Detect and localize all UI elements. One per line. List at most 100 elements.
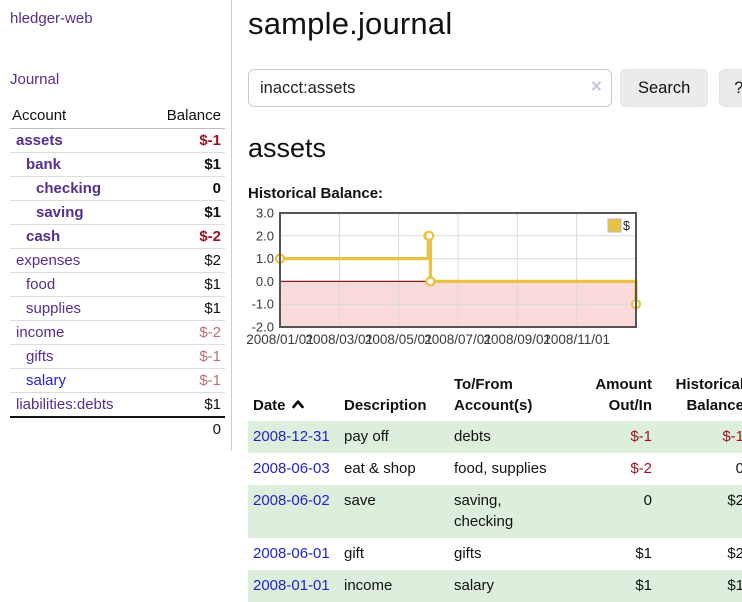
accounts-total-value: 0 (146, 416, 225, 441)
transaction-description: eat & shop (344, 459, 416, 477)
account-name-cell: cash (10, 224, 147, 249)
accounts-col-balance: Balance (146, 104, 225, 129)
account-heading: assets (248, 133, 327, 163)
register-header-row: Date Description To/From Account(s) Amou… (248, 372, 742, 421)
transaction-date-cell: 2008-06-03 (248, 453, 344, 485)
transaction-balance: $2 (727, 491, 742, 509)
account-row: saving $1 (10, 200, 225, 225)
svg-text:2008/11/01: 2008/11/01 (543, 332, 610, 347)
transaction-date-cell: 2008-01-01 (248, 570, 344, 602)
transaction-balance: $1 (727, 576, 742, 594)
chart-title: Historical Balance: (248, 185, 384, 202)
account-name-cell: assets (10, 128, 147, 153)
svg-text:2008/03/01: 2008/03/01 (306, 332, 374, 347)
transaction-accounts: gifts (454, 545, 482, 562)
sidebar-item-journal[interactable]: Journal (10, 71, 60, 88)
account-link-assets[interactable]: assets (16, 132, 63, 149)
transaction-balance: 0 (735, 459, 742, 477)
account-link-income[interactable]: income (16, 324, 65, 341)
app-brand-link[interactable]: hledger-web (10, 10, 93, 27)
transaction-description: income (344, 576, 393, 594)
transaction-amount: 0 (643, 491, 652, 509)
transaction-date-link[interactable]: 2008-06-03 (253, 459, 330, 477)
account-row: supplies $1 (10, 296, 225, 321)
account-link-food[interactable]: food (26, 276, 56, 293)
account-balance: $2 (146, 248, 225, 273)
transaction-amount: $1 (635, 576, 652, 594)
search-input-wrap: × (248, 69, 612, 107)
svg-text:2008/01/01: 2008/01/01 (246, 332, 314, 347)
transaction-date-cell: 2008-06-02 (248, 485, 344, 539)
accounts-body: assets $-1 bank $1 checking 0 saving $1 cash $-2 e… (10, 128, 225, 417)
account-row: assets $-1 (10, 128, 225, 153)
transaction-description: pay off (344, 428, 389, 445)
account-link-salary[interactable]: salary (26, 372, 67, 389)
balance-chart[interactable]: $3.0 2.0 1.0 0.0 -1.0 -2.0 2008/01/01 2008/03/0… (246, 206, 648, 350)
accounts-table: Account Balance assets $-1 bank $1 checking 0… (10, 104, 225, 441)
account-link-checking[interactable]: checking (36, 180, 102, 197)
transaction-balance: $2 (727, 545, 742, 562)
transaction-accounts: salary (454, 576, 495, 594)
account-balance: $-1 (146, 344, 225, 369)
accounts-col-account: Account (10, 104, 147, 129)
transaction-amount: $1 (635, 545, 652, 562)
clear-search-icon[interactable]: × (590, 76, 602, 98)
account-link-supplies[interactable]: supplies (26, 300, 82, 317)
account-balance: $1 (146, 200, 225, 225)
transaction-row: 2008-12-31 pay off debts $-1 $-1 (248, 421, 742, 453)
account-link-expenses[interactable]: expenses (16, 252, 81, 269)
account-link-gifts[interactable]: gifts (26, 348, 54, 365)
accounts-header-row: Account Balance (10, 104, 225, 129)
register-col-balance: Historical Balance (675, 376, 742, 414)
transaction-description: gift (344, 545, 365, 562)
account-balance: 0 (146, 176, 225, 201)
transaction-amount: $-1 (630, 428, 652, 445)
transaction-date-link[interactable]: 2008-12-31 (253, 428, 330, 445)
account-link-liabilities-debts[interactable]: liabilities:debts (16, 396, 114, 413)
svg-text:-1.0: -1.0 (252, 297, 274, 312)
register-body: 2008-12-31 pay off debts $-1 $-1 2008-06-03 ea… (248, 421, 742, 602)
transaction-date-cell: 2008-12-31 (248, 421, 344, 453)
account-balance: $1 (146, 272, 225, 297)
balance-chart-svg[interactable]: $3.0 2.0 1.0 0.0 -1.0 -2.02008/01/012008/03/0… (246, 206, 648, 350)
account-name-cell: food (10, 272, 147, 297)
svg-text:2.0: 2.0 (256, 228, 274, 243)
account-balance: $-1 (146, 128, 225, 153)
account-balance: $-2 (146, 224, 225, 249)
account-link-bank[interactable]: bank (26, 156, 62, 173)
account-row: gifts $-1 (10, 344, 225, 369)
svg-text:3.0: 3.0 (256, 206, 274, 221)
svg-text:2008/07/01: 2008/07/01 (424, 332, 492, 347)
svg-text:2008/05/01: 2008/05/01 (365, 332, 433, 347)
search-button[interactable]: Search (620, 69, 709, 107)
transaction-date-link[interactable]: 2008-06-01 (253, 545, 330, 562)
transaction-row: 2008-06-02 save saving, checking 0 $2 (248, 484, 742, 539)
account-balance: $1 (146, 296, 225, 321)
account-balance: $-1 (146, 368, 225, 393)
account-link-cash[interactable]: cash (26, 228, 61, 245)
search-input[interactable] (248, 69, 612, 107)
transaction-date-link[interactable]: 2008-06-02 (253, 491, 330, 509)
svg-text:1.0: 1.0 (256, 251, 274, 266)
transaction-row: 2008-06-03 eat & shop food, supplies $-2 0 (248, 453, 742, 485)
page-title: sample.journal (248, 6, 453, 41)
svg-text:0.0: 0.0 (256, 274, 274, 289)
transaction-accounts: debts (454, 428, 491, 445)
account-row: food $1 (10, 272, 225, 297)
account-row: liabilities:debts $1 (10, 392, 225, 417)
account-link-saving[interactable]: saving (36, 204, 84, 221)
transaction-balance: $-1 (722, 428, 742, 445)
account-row: income $-2 (10, 320, 225, 345)
register-col-date[interactable]: Date (248, 372, 344, 421)
transaction-accounts: food, supplies (454, 459, 547, 477)
accounts-total-row: 0 (10, 416, 225, 441)
account-name-cell: salary (10, 368, 147, 393)
account-row: expenses $2 (10, 248, 225, 273)
help-button[interactable]: ? (719, 69, 742, 107)
account-name-cell: income (10, 320, 147, 345)
sort-ascending-icon (291, 400, 304, 409)
register-col-date-label: Date (253, 397, 286, 414)
account-name-cell: saving (10, 200, 147, 225)
transaction-date-link[interactable]: 2008-01-01 (253, 576, 330, 594)
account-row: cash $-2 (10, 224, 225, 249)
